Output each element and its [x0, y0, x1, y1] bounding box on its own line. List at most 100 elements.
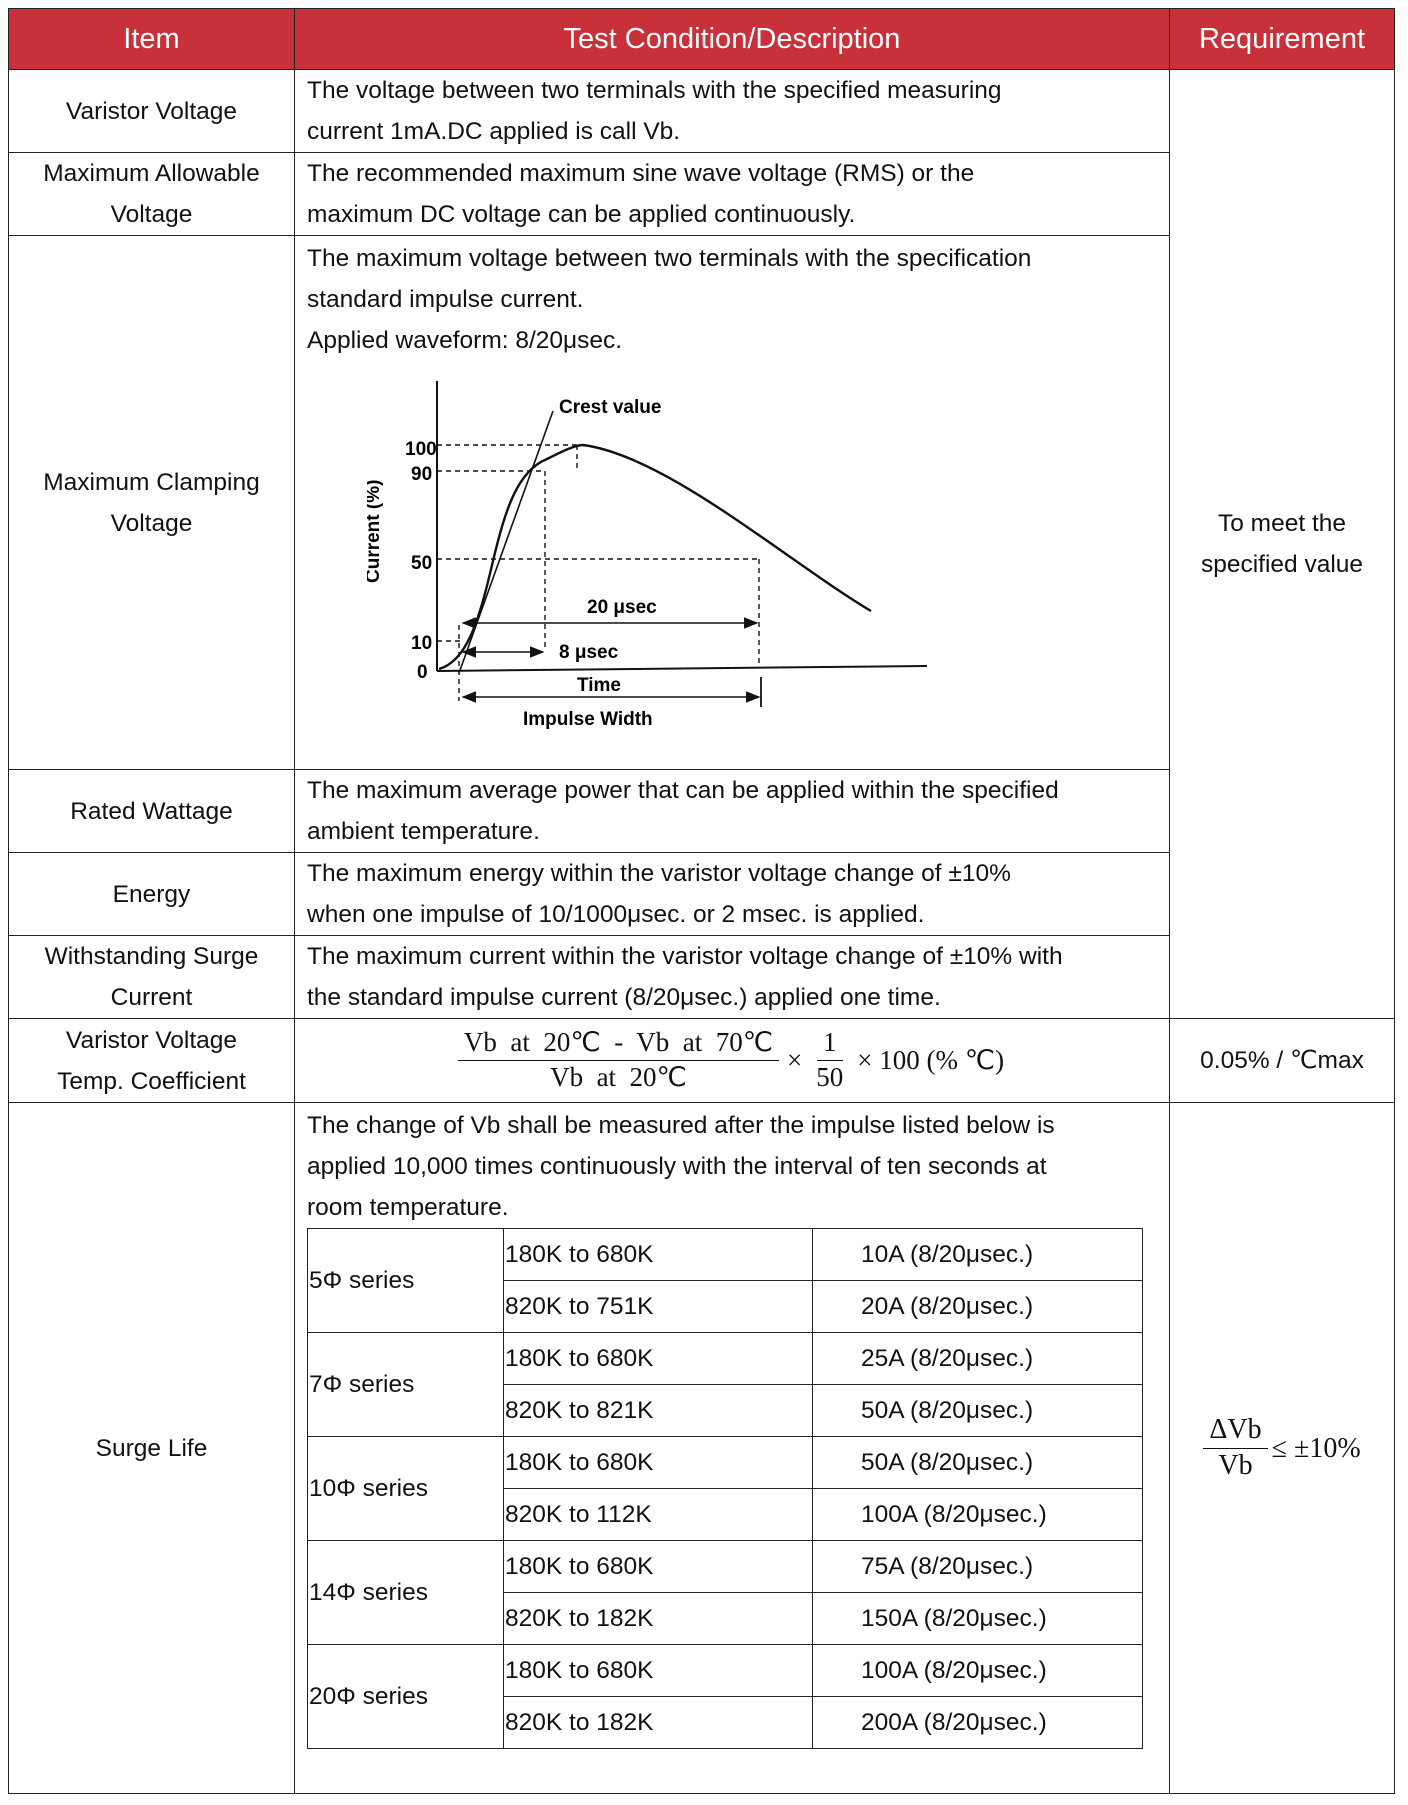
desc-line: when one impulse of 10/1000μsec. or 2 ms… — [307, 901, 925, 928]
item-text: Withstanding Surge — [44, 943, 259, 970]
formula-main-fraction: Vb at 20℃ - Vb at 70℃ Vb at 20℃ — [457, 1028, 780, 1092]
formula-small-denominator: 50 — [816, 1062, 844, 1092]
desc-line: room temperature. — [307, 1194, 509, 1221]
desc-line: ambient temperature. — [307, 818, 540, 845]
series-cell: 20Φ series — [307, 1644, 504, 1749]
series-cell: 5Φ series — [307, 1228, 504, 1333]
desc-line: standard impulse current. — [307, 286, 584, 313]
surge-table-row: 20Φ series 180K to 680K 100A (8/20μsec.) — [307, 1644, 1143, 1749]
desc-cell: The maximum average power that can be ap… — [294, 769, 1170, 853]
series-cell: 7Φ series — [307, 1332, 504, 1437]
item-text: Current — [110, 984, 193, 1011]
impulse-width-label: Impulse Width — [523, 709, 653, 730]
surge-ratio: ΔVb Vb ≤ ±10% — [1176, 1414, 1388, 1482]
desc-line: The maximum energy within the varistor v… — [307, 860, 1011, 887]
surge-table-row: 820K to 182K 200A (8/20μsec.) — [308, 1696, 1143, 1749]
surge-table-row: 7Φ series 180K to 680K 25A (8/20μsec.) — [307, 1332, 1143, 1437]
temp-coefficient-formula: Vb at 20℃ - Vb at 70℃ Vb at 20℃ × 1 50 ×… — [296, 1028, 1168, 1092]
current-cell: 50A (8/20μsec.) — [812, 1436, 1143, 1489]
item-text: Voltage — [110, 201, 193, 228]
item-text: Maximum Clamping — [43, 468, 260, 496]
surge-table-row: 820K to 751K 20A (8/20μsec.) — [308, 1280, 1143, 1333]
requirement-text: To meet the — [1217, 510, 1346, 537]
header-item: Item — [8, 8, 295, 70]
impulse-curve — [438, 443, 872, 671]
current-cell: 100A (8/20μsec.) — [812, 1488, 1143, 1541]
current-cell: 75A (8/20μsec.) — [812, 1540, 1143, 1593]
range-cell: 180K to 680K — [503, 1332, 813, 1385]
item-text: Temp. Coefficient — [57, 1067, 246, 1095]
item-text: Voltage — [110, 509, 193, 537]
item-cell: Varistor Voltage — [8, 69, 295, 153]
item-cell: Energy — [8, 852, 295, 936]
item-cell: Maximum Allowable Voltage — [8, 152, 295, 236]
current-cell: 150A (8/20μsec.) — [812, 1592, 1143, 1645]
desc-line: maximum DC voltage can be applied contin… — [307, 201, 856, 228]
current-cell: 25A (8/20μsec.) — [812, 1332, 1143, 1385]
item-cell: Maximum Clamping Voltage — [8, 235, 295, 770]
item-text: Varistor Voltage — [65, 97, 238, 125]
item-cell: Surge Life — [8, 1102, 295, 1794]
y-tick-100: 100 — [405, 439, 437, 460]
item-text: Rated Wattage — [70, 797, 233, 825]
desc-line: the standard impulse current (8/20μsec.)… — [307, 984, 941, 1011]
header-condition: Test Condition/Description — [294, 8, 1170, 70]
desc-line: The recommended maximum sine wave voltag… — [307, 160, 975, 187]
formula-times: × — [787, 1045, 803, 1075]
row-surge-life: Surge Life The change of Vb shall be mea… — [8, 1102, 1395, 1794]
desc-line: The maximum voltage between two terminal… — [307, 245, 1032, 272]
range-cell: 820K to 112K — [503, 1488, 813, 1541]
requirement-temp-coefficient: 0.05% / ℃max — [1169, 1018, 1395, 1103]
requirement-text: specified value — [1200, 551, 1364, 578]
desc-line: The change of Vb shall be measured after… — [307, 1112, 1055, 1139]
desc-cell: The recommended maximum sine wave voltag… — [294, 152, 1170, 236]
series-cell: 10Φ series — [307, 1436, 504, 1541]
range-cell: 180K to 680K — [503, 1228, 813, 1281]
header-row: Item Test Condition/Description Requirem… — [8, 8, 1395, 70]
crest-value-label: Crest value — [559, 397, 661, 418]
range-cell: 180K to 680K — [503, 1644, 813, 1697]
x-axis-line — [436, 665, 928, 672]
item-text: Surge Life — [95, 1434, 208, 1462]
formula-numerator: Vb at 20℃ - Vb at 70℃ — [457, 1028, 780, 1061]
row-rated-wattage: Rated Wattage The maximum average power … — [8, 769, 1395, 853]
surge-table-row: 820K to 182K 150A (8/20μsec.) — [308, 1592, 1143, 1645]
ratio-fraction: ΔVb Vb — [1203, 1414, 1268, 1482]
current-cell: 10A (8/20μsec.) — [812, 1228, 1143, 1281]
current-cell: 100A (8/20μsec.) — [812, 1644, 1143, 1697]
row-max-clamping-voltage: Maximum Clamping Voltage The maximum vol… — [8, 235, 1395, 770]
current-cell: 20A (8/20μsec.) — [812, 1280, 1143, 1333]
desc-line: The voltage between two terminals with t… — [307, 77, 1002, 104]
label-8us: 8 μsec — [559, 642, 619, 663]
formula-small-numerator: 1 — [817, 1028, 843, 1061]
row-energy: Energy The maximum energy within the var… — [8, 852, 1395, 936]
temp-coefficient-formula-cell: Vb at 20℃ - Vb at 70℃ Vb at 20℃ × 1 50 ×… — [294, 1018, 1170, 1103]
item-text: Maximum Allowable — [43, 160, 260, 187]
desc-cell: The maximum voltage between two terminal… — [294, 235, 1170, 770]
range-cell: 820K to 751K — [503, 1280, 813, 1333]
y-tick-10: 10 — [411, 633, 432, 654]
row-temp-coefficient: Varistor Voltage Temp. Coefficient Vb at… — [8, 1018, 1395, 1103]
row-withstanding-surge-current: Withstanding Surge Current The maximum c… — [8, 935, 1395, 1019]
surge-table-row: 820K to 112K 100A (8/20μsec.) — [308, 1488, 1143, 1541]
impulse-waveform-diagram: 100 90 50 10 0 Current (%) Crest value — [307, 361, 1157, 753]
label-20us: 20 μsec — [587, 597, 657, 618]
range-cell: 820K to 821K — [503, 1384, 813, 1437]
desc-line: applied 10,000 times continuously with t… — [307, 1153, 1047, 1180]
y-axis-label: Current (%) — [367, 480, 384, 583]
series-cell: 14Φ series — [307, 1540, 504, 1645]
ratio-denominator: Vb — [1218, 1449, 1253, 1481]
desc-cell: The maximum energy within the varistor v… — [294, 852, 1170, 936]
formula-small-fraction: 1 50 — [810, 1028, 849, 1092]
waveform-svg: 100 90 50 10 0 Current (%) Crest value — [367, 381, 928, 730]
item-cell: Varistor Voltage Temp. Coefficient — [8, 1018, 295, 1103]
surge-table-row: 820K to 821K 50A (8/20μsec.) — [308, 1384, 1143, 1437]
ratio-numerator: ΔVb — [1203, 1414, 1268, 1449]
y-tick-50: 50 — [411, 553, 432, 574]
range-cell: 820K to 182K — [503, 1696, 813, 1749]
range-cell: 180K to 680K — [503, 1540, 813, 1593]
y-tick-90: 90 — [411, 464, 432, 485]
ratio-rest: ≤ ±10% — [1271, 1432, 1361, 1464]
formula-rest: × 100 (% ℃) — [857, 1045, 1005, 1075]
desc-line: current 1mA.DC applied is call Vb. — [307, 118, 681, 145]
